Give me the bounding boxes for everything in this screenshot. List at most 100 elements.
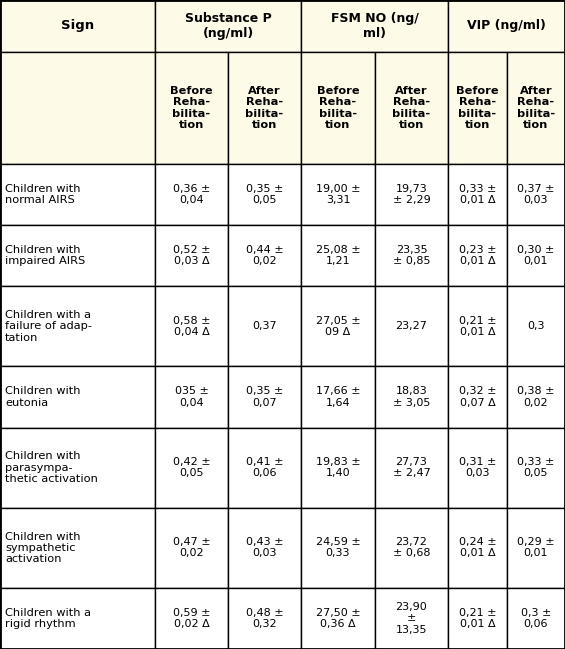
Text: Substance P
(ng/ml): Substance P (ng/ml) [185, 12, 271, 40]
Text: Sign: Sign [61, 19, 94, 32]
Bar [155, 52, 228, 164]
Bar [375, 286, 448, 367]
Text: 0,35 ±
0,07: 0,35 ± 0,07 [246, 386, 283, 408]
Bar [0, 286, 155, 367]
Bar [301, 225, 375, 286]
Bar [155, 286, 228, 367]
Text: 035 ±
0,04: 035 ± 0,04 [175, 386, 208, 408]
Bar [301, 52, 375, 164]
Bar [375, 588, 448, 649]
Bar [448, 164, 507, 225]
Text: 0,43 ±
0,03: 0,43 ± 0,03 [246, 537, 283, 558]
Text: 0,42 ±
0,05: 0,42 ± 0,05 [173, 457, 210, 478]
Bar [448, 588, 507, 649]
Bar [448, 0, 565, 52]
Bar [155, 0, 301, 52]
Bar [0, 428, 155, 508]
Text: 0,29 ±
0,01: 0,29 ± 0,01 [517, 537, 555, 558]
Bar [228, 588, 301, 649]
Bar [448, 367, 507, 428]
Text: 0,30 ±
0,01: 0,30 ± 0,01 [518, 245, 555, 266]
Bar [448, 508, 507, 588]
Text: 0,58 ±
0,04 Δ: 0,58 ± 0,04 Δ [173, 316, 210, 337]
Bar [507, 286, 565, 367]
Bar [448, 225, 507, 286]
Bar [228, 367, 301, 428]
Text: Before
Reha-
bilita-
tion: Before Reha- bilita- tion [456, 86, 499, 130]
Bar [301, 286, 375, 367]
Bar [155, 428, 228, 508]
Text: 23,72
± 0,68: 23,72 ± 0,68 [393, 537, 431, 558]
Bar [301, 428, 375, 508]
Bar [0, 52, 155, 164]
Text: 0,36 ±
0,04: 0,36 ± 0,04 [173, 184, 210, 205]
Bar [0, 225, 155, 286]
Bar [375, 508, 448, 588]
Text: 0,47 ±
0,02: 0,47 ± 0,02 [173, 537, 210, 558]
Text: Children with a
rigid rhythm: Children with a rigid rhythm [5, 608, 91, 629]
Bar [448, 286, 507, 367]
Bar [228, 508, 301, 588]
Text: 25,08 ±
1,21: 25,08 ± 1,21 [316, 245, 360, 266]
Bar [448, 428, 507, 508]
Text: FSM NO (ng/
ml): FSM NO (ng/ ml) [331, 12, 419, 40]
Bar [301, 367, 375, 428]
Bar [0, 164, 155, 225]
Bar [0, 0, 155, 52]
Text: 0,37 ±
0,03: 0,37 ± 0,03 [517, 184, 555, 205]
Text: Children with
sympathetic
activation: Children with sympathetic activation [5, 532, 80, 564]
Text: 0,3: 0,3 [527, 321, 545, 332]
Bar [301, 164, 375, 225]
Bar [228, 52, 301, 164]
Text: Children with
normal AIRS: Children with normal AIRS [5, 184, 80, 205]
Bar [155, 367, 228, 428]
Bar [507, 428, 565, 508]
Bar [375, 164, 448, 225]
Text: 0,59 ±
0,02 Δ: 0,59 ± 0,02 Δ [173, 608, 210, 629]
Text: 0,32 ±
0,07 Δ: 0,32 ± 0,07 Δ [459, 386, 496, 408]
Bar [375, 367, 448, 428]
Text: 0,23 ±
0,01 Δ: 0,23 ± 0,01 Δ [459, 245, 496, 266]
Text: After
Reha-
bilita-
tion: After Reha- bilita- tion [517, 86, 555, 130]
Bar [375, 225, 448, 286]
Text: Children with
eutonia: Children with eutonia [5, 386, 80, 408]
Text: Before
Reha-
bilita-
tion: Before Reha- bilita- tion [317, 86, 359, 130]
Text: Children with
impaired AIRS: Children with impaired AIRS [5, 245, 85, 266]
Text: 0,21 ±
0,01 Δ: 0,21 ± 0,01 Δ [459, 608, 496, 629]
Text: 19,73
± 2,29: 19,73 ± 2,29 [393, 184, 431, 205]
Bar [507, 588, 565, 649]
Text: 27,50 ±
0,36 Δ: 27,50 ± 0,36 Δ [316, 608, 360, 629]
Bar [228, 164, 301, 225]
Text: 19,00 ±
3,31: 19,00 ± 3,31 [316, 184, 360, 205]
Text: 0,44 ±
0,02: 0,44 ± 0,02 [246, 245, 283, 266]
Text: After
Reha-
bilita-
tion: After Reha- bilita- tion [393, 86, 431, 130]
Text: 23,90
±
13,35: 23,90 ± 13,35 [396, 602, 427, 635]
Bar [375, 52, 448, 164]
Bar [228, 225, 301, 286]
Text: 0,31 ±
0,03: 0,31 ± 0,03 [459, 457, 496, 478]
Bar [155, 225, 228, 286]
Bar [228, 428, 301, 508]
Text: 0,37: 0,37 [252, 321, 277, 332]
Bar [0, 367, 155, 428]
Text: 23,35
± 0,85: 23,35 ± 0,85 [393, 245, 431, 266]
Text: After
Reha-
bilita-
tion: After Reha- bilita- tion [245, 86, 284, 130]
Bar [0, 508, 155, 588]
Text: 0,33 ±
0,01 Δ: 0,33 ± 0,01 Δ [459, 184, 496, 205]
Text: 17,66 ±
1,64: 17,66 ± 1,64 [316, 386, 360, 408]
Bar [507, 225, 565, 286]
Text: 0,21 ±
0,01 Δ: 0,21 ± 0,01 Δ [459, 316, 496, 337]
Text: VIP (ng/ml): VIP (ng/ml) [467, 19, 546, 32]
Text: 0,52 ±
0,03 Δ: 0,52 ± 0,03 Δ [173, 245, 210, 266]
Text: 24,59 ±
0,33: 24,59 ± 0,33 [316, 537, 360, 558]
Text: 0,35 ±
0,05: 0,35 ± 0,05 [246, 184, 283, 205]
Text: 0,48 ±
0,32: 0,48 ± 0,32 [246, 608, 283, 629]
Bar [228, 286, 301, 367]
Text: 19,83 ±
1,40: 19,83 ± 1,40 [316, 457, 360, 478]
Text: 27,73
± 2,47: 27,73 ± 2,47 [393, 457, 431, 478]
Text: Before
Reha-
bilita-
tion: Before Reha- bilita- tion [170, 86, 213, 130]
Bar [507, 367, 565, 428]
Text: 0,33 ±
0,05: 0,33 ± 0,05 [518, 457, 555, 478]
Text: 18,83
± 3,05: 18,83 ± 3,05 [393, 386, 430, 408]
Bar [301, 508, 375, 588]
